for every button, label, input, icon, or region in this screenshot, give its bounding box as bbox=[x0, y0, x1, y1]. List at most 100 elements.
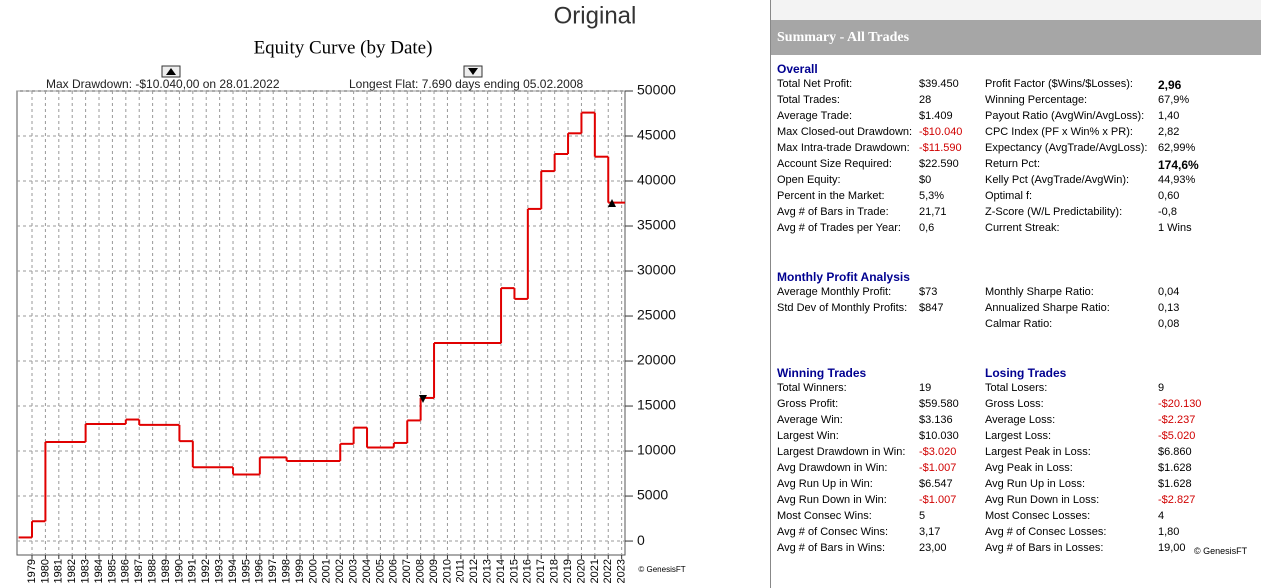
stat-value: $1.628 bbox=[1158, 478, 1192, 490]
stat-value: 1 Wins bbox=[1158, 222, 1192, 234]
x-tick-label: 1988 bbox=[147, 559, 159, 583]
annotation: Max Drawdown: -$10.040,00 on 28.01.2022 bbox=[46, 77, 280, 91]
x-tick-label: 1983 bbox=[80, 559, 92, 583]
y-tick-label: 35000 bbox=[637, 217, 676, 233]
stat-value: 5 bbox=[919, 510, 926, 522]
stat-label: Total Trades: bbox=[777, 94, 840, 106]
x-tick-label: 1997 bbox=[267, 559, 279, 583]
panel-title: Summary - All Trades bbox=[771, 20, 1261, 55]
stat-value: 3,17 bbox=[919, 526, 941, 538]
stat-value: 21,71 bbox=[919, 206, 947, 218]
stat-value: $6.860 bbox=[1158, 446, 1192, 458]
x-tick-label: 1995 bbox=[240, 559, 252, 583]
stat-label: Total Losers: bbox=[985, 382, 1048, 394]
x-tick-label: 1992 bbox=[200, 559, 212, 583]
stat-label: Avg Run Down in Loss: bbox=[985, 494, 1100, 506]
stat-label: Std Dev of Monthly Profits: bbox=[777, 302, 908, 314]
stat-label: Average Monthly Profit: bbox=[777, 286, 892, 298]
stat-label: Profit Factor ($Wins/$Losses): bbox=[985, 78, 1133, 90]
stat-value: 9 bbox=[1158, 382, 1165, 394]
chart-title: Equity Curve (by Date) bbox=[254, 37, 433, 58]
x-tick-label: 2015 bbox=[508, 559, 520, 583]
x-tick-label: 1999 bbox=[294, 559, 306, 583]
x-tick-label: 1991 bbox=[187, 559, 199, 583]
stat-value: 0,60 bbox=[1158, 190, 1180, 202]
y-tick-label: 25000 bbox=[637, 307, 676, 323]
x-tick-label: 2023 bbox=[616, 559, 628, 583]
section-heading: Overall bbox=[777, 62, 818, 76]
stat-label: Avg # of Consec Wins: bbox=[777, 526, 889, 538]
stat-value: $847 bbox=[919, 302, 944, 314]
x-tick-label: 2007 bbox=[401, 559, 413, 583]
chart: Original Equity Curve (by Date) Max Draw… bbox=[16, 2, 686, 583]
nav-icon bbox=[166, 68, 176, 75]
stat-label: Monthly Sharpe Ratio: bbox=[985, 286, 1094, 298]
x-tick-label: 2008 bbox=[415, 559, 427, 583]
stat-value: 0,13 bbox=[1158, 302, 1180, 314]
stat-value: 4 bbox=[1158, 510, 1165, 522]
stat-value: 5,3% bbox=[919, 190, 945, 202]
stat-value: -$20.130 bbox=[1158, 398, 1202, 410]
stat-label: Avg # of Bars in Losses: bbox=[985, 542, 1104, 554]
stat-label: Expectancy (AvgTrade/AvgLoss): bbox=[985, 142, 1148, 154]
stat-value: 2,96 bbox=[1158, 78, 1182, 92]
stat-value: 1,40 bbox=[1158, 110, 1180, 122]
original-label: Original bbox=[554, 2, 637, 29]
y-tick-label: 10000 bbox=[637, 442, 676, 458]
stat-value: $59.580 bbox=[919, 398, 959, 410]
y-tick-label: 30000 bbox=[637, 262, 676, 278]
x-tick-label: 2017 bbox=[535, 559, 547, 583]
x-tick-label: 2001 bbox=[321, 559, 333, 583]
stat-label: Optimal f: bbox=[985, 190, 1033, 202]
stat-value: 0,08 bbox=[1158, 318, 1180, 330]
stat-label: Annualized Sharpe Ratio: bbox=[985, 302, 1110, 314]
x-tick-label: 2019 bbox=[562, 559, 574, 583]
stat-value: $3.136 bbox=[919, 414, 953, 426]
x-tick-label: 2011 bbox=[455, 559, 467, 583]
stat-label: Gross Loss: bbox=[985, 398, 1044, 410]
stat-value: $0 bbox=[919, 174, 932, 186]
x-tick-label: 1996 bbox=[254, 559, 266, 583]
stat-value: 44,93% bbox=[1158, 174, 1196, 186]
stat-value: 0,04 bbox=[1158, 286, 1180, 298]
stat-label: Open Equity: bbox=[777, 174, 841, 186]
stat-label: Avg Run Up in Loss: bbox=[985, 478, 1086, 490]
stat-value: 28 bbox=[919, 94, 932, 106]
x-tick-label: 2006 bbox=[388, 559, 400, 583]
stat-label: Z-Score (W/L Predictability): bbox=[985, 206, 1123, 218]
stat-label: Most Consec Losses: bbox=[985, 510, 1091, 522]
x-tick-label: 2014 bbox=[495, 559, 507, 583]
footer: © GenesisFT bbox=[1194, 546, 1248, 556]
y-tick-label: 5000 bbox=[637, 487, 668, 503]
section-heading: Winning Trades bbox=[777, 366, 867, 380]
x-tick-label: 2004 bbox=[361, 559, 373, 583]
stat-label: Largest Peak in Loss: bbox=[985, 446, 1091, 458]
stat-value: $10.030 bbox=[919, 430, 959, 442]
stat-value: -$1.007 bbox=[919, 494, 957, 506]
stat-value: 67,9% bbox=[1158, 94, 1190, 106]
stat-label: Winning Percentage: bbox=[985, 94, 1088, 106]
x-tick-label: 1981 bbox=[53, 559, 65, 583]
stat-value: $39.450 bbox=[919, 78, 959, 90]
x-tick-label: 2020 bbox=[575, 559, 587, 583]
x-tick-label: 1982 bbox=[66, 559, 78, 583]
stat-label: Avg Drawdown in Win: bbox=[777, 462, 888, 474]
x-tick-label: 2022 bbox=[602, 559, 614, 583]
summary-panel: Summary - All Trades © GenesisFT Overall… bbox=[770, 0, 1261, 588]
stat-value: -0,8 bbox=[1158, 206, 1177, 218]
stat-value: 1,80 bbox=[1158, 526, 1180, 538]
y-tick-label: 15000 bbox=[637, 397, 676, 413]
stat-value: 23,00 bbox=[919, 542, 947, 554]
stat-value: -$2.827 bbox=[1158, 494, 1196, 506]
stat-label: Payout Ratio (AvgWin/AvgLoss): bbox=[985, 110, 1145, 122]
stat-label: Most Consec Wins: bbox=[777, 510, 872, 522]
x-tick-label: 2002 bbox=[334, 559, 346, 583]
x-tick-label: 2003 bbox=[348, 559, 360, 583]
x-tick-label: 2013 bbox=[482, 559, 494, 583]
stat-label: Avg Run Up in Win: bbox=[777, 478, 873, 490]
x-tick-label: 2005 bbox=[374, 559, 386, 583]
plot-frame bbox=[16, 90, 626, 556]
stat-label: Largest Win: bbox=[777, 430, 839, 442]
stat-label: Average Trade: bbox=[777, 110, 853, 122]
annotation: Longest Flat: 7.690 days ending 05.02.20… bbox=[349, 77, 584, 91]
